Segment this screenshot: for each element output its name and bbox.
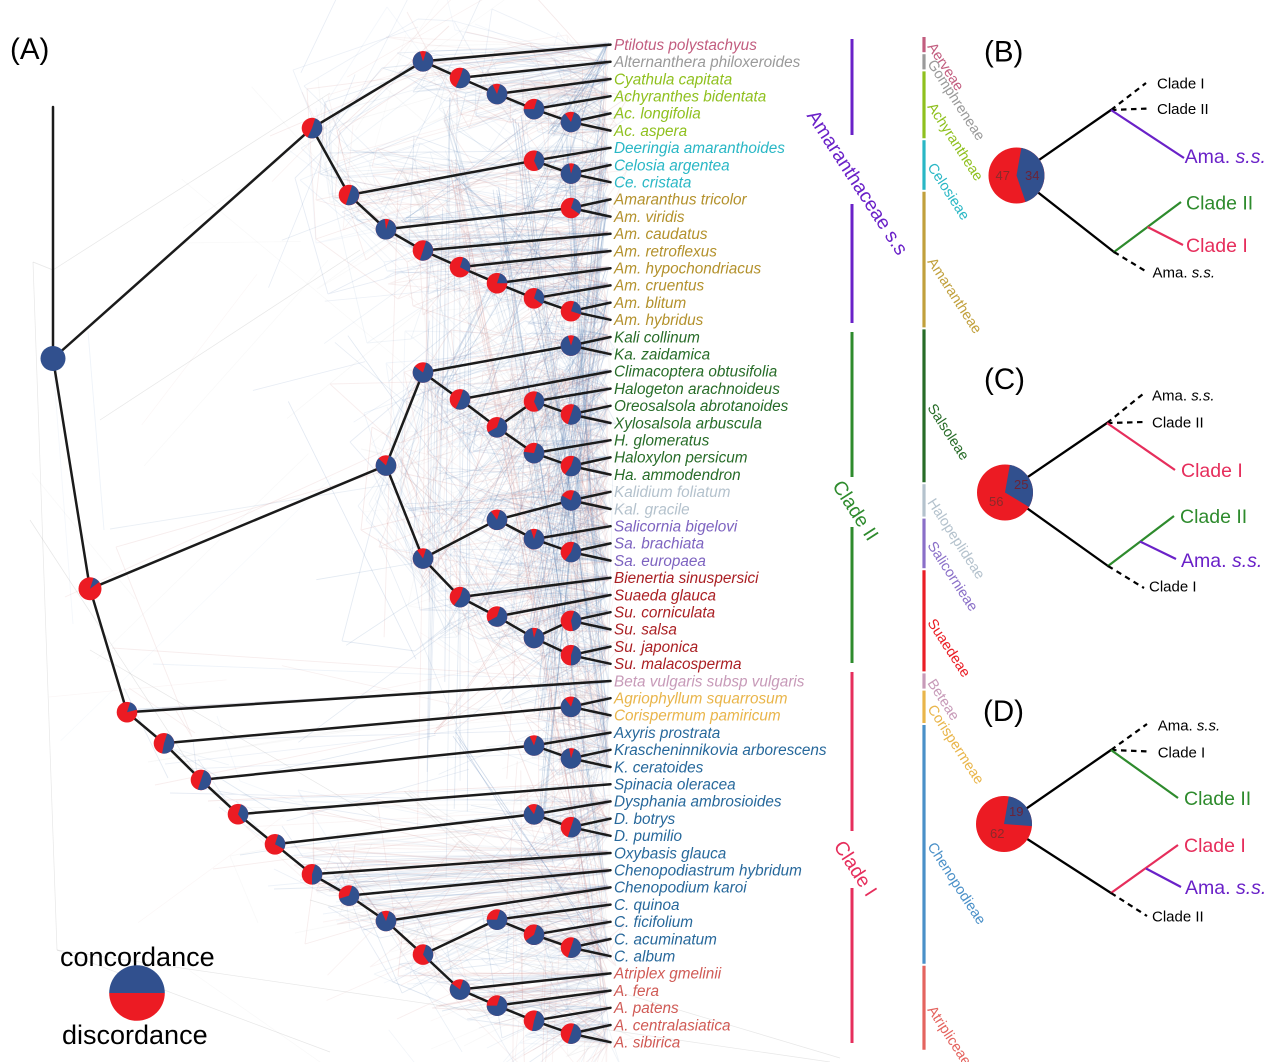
svg-text:Halogeton arachnoideus: Halogeton arachnoideus bbox=[614, 381, 780, 398]
svg-text:Atriplex gmelinii: Atriplex gmelinii bbox=[613, 966, 722, 983]
svg-text:A. fera: A. fera bbox=[613, 983, 659, 1000]
svg-text:25: 25 bbox=[1014, 477, 1028, 492]
svg-text:Am. hypochondriacus: Am. hypochondriacus bbox=[613, 261, 761, 278]
svg-text:Axyris prostrata: Axyris prostrata bbox=[613, 725, 720, 742]
svg-text:Su. malacosperma: Su. malacosperma bbox=[614, 656, 742, 673]
svg-text:C. ficifolium: C. ficifolium bbox=[614, 914, 693, 931]
svg-text:A. centralasiatica: A. centralasiatica bbox=[613, 1017, 730, 1034]
svg-text:Deeringia amaranthoides: Deeringia amaranthoides bbox=[614, 140, 785, 157]
svg-text:Clade I: Clade I bbox=[1157, 76, 1205, 93]
svg-text:Bienertia sinuspersici: Bienertia sinuspersici bbox=[614, 570, 759, 587]
svg-text:Ama. s.s.: Ama. s.s. bbox=[1152, 388, 1215, 405]
svg-text:Clade II: Clade II bbox=[1152, 415, 1204, 432]
svg-text:C. album: C. album bbox=[614, 949, 675, 966]
svg-text:Kalidium foliatum: Kalidium foliatum bbox=[614, 484, 731, 501]
svg-text:D. pumilio: D. pumilio bbox=[614, 828, 682, 845]
svg-text:Clade I: Clade I bbox=[1158, 745, 1206, 762]
svg-text:Ama. s.s.: Ama. s.s. bbox=[1153, 265, 1216, 282]
svg-text:Oreosalsola abrotanoides: Oreosalsola abrotanoides bbox=[614, 398, 789, 415]
svg-text:Salicornia bigelovi: Salicornia bigelovi bbox=[614, 519, 738, 536]
svg-text:Cyathula capitata: Cyathula capitata bbox=[614, 71, 732, 88]
svg-text:Dysphania ambrosioides: Dysphania ambrosioides bbox=[614, 794, 782, 811]
svg-text:Corispermum pamiricum: Corispermum pamiricum bbox=[614, 708, 781, 725]
svg-text:Su. salsa: Su. salsa bbox=[614, 622, 677, 639]
svg-text:Su. corniculata: Su. corniculata bbox=[614, 605, 715, 622]
svg-text:Am. hybridus: Am. hybridus bbox=[613, 312, 704, 329]
svg-text:Alternanthera philoxeroides: Alternanthera philoxeroides bbox=[613, 54, 801, 71]
svg-text:Kali collinum: Kali collinum bbox=[614, 329, 700, 346]
svg-text:Ac. aspera: Ac. aspera bbox=[613, 123, 687, 140]
svg-text:Clade II: Clade II bbox=[1186, 193, 1253, 215]
svg-text:34: 34 bbox=[1025, 168, 1039, 183]
svg-text:Am. retroflexus: Am. retroflexus bbox=[613, 243, 717, 260]
svg-text:Chenopodiastrum hybridum: Chenopodiastrum hybridum bbox=[614, 863, 802, 880]
svg-text:Am. caudatus: Am. caudatus bbox=[613, 226, 708, 243]
svg-text:(C): (C) bbox=[984, 363, 1025, 396]
svg-text:Ptilotus polystachyus: Ptilotus polystachyus bbox=[614, 37, 757, 54]
svg-text:A. patens: A. patens bbox=[613, 1000, 679, 1017]
svg-text:Am. blitum: Am. blitum bbox=[613, 295, 687, 312]
svg-text:Krascheninnikovia arborescens: Krascheninnikovia arborescens bbox=[614, 742, 827, 759]
svg-text:Oxybasis glauca: Oxybasis glauca bbox=[614, 845, 726, 862]
svg-text:Ama. s.s.: Ama. s.s. bbox=[1185, 877, 1266, 899]
svg-text:H. glomeratus: H. glomeratus bbox=[614, 433, 710, 450]
svg-text:Climacoptera obtusifolia: Climacoptera obtusifolia bbox=[614, 364, 777, 381]
svg-text:Achyranthes bidentata: Achyranthes bidentata bbox=[613, 89, 766, 106]
svg-text:D. botrys: D. botrys bbox=[614, 811, 676, 828]
svg-text:Clade I: Clade I bbox=[1184, 835, 1246, 857]
svg-text:Su. japonica: Su. japonica bbox=[614, 639, 698, 656]
svg-text:(A): (A) bbox=[10, 33, 49, 66]
svg-text:Clade II: Clade II bbox=[1157, 101, 1209, 118]
svg-text:Clade I: Clade I bbox=[1181, 460, 1243, 482]
svg-text:Clade II: Clade II bbox=[1184, 788, 1251, 810]
svg-text:Spinacia oleracea: Spinacia oleracea bbox=[614, 777, 736, 794]
svg-text:Clade II: Clade II bbox=[1180, 506, 1247, 528]
svg-text:Ka. zaidamica: Ka. zaidamica bbox=[614, 347, 710, 364]
svg-text:Celosia argentea: Celosia argentea bbox=[614, 157, 730, 174]
svg-text:Am. cruentus: Am. cruentus bbox=[613, 278, 704, 295]
svg-text:Clade I: Clade I bbox=[1149, 579, 1197, 596]
svg-text:C. acuminatum: C. acuminatum bbox=[614, 931, 717, 948]
svg-text:Ac. longifolia: Ac. longifolia bbox=[613, 106, 701, 123]
svg-text:discordance: discordance bbox=[62, 1020, 208, 1050]
svg-text:(B): (B) bbox=[984, 36, 1023, 69]
svg-text:Kal. gracile: Kal. gracile bbox=[614, 501, 690, 518]
svg-text:Sa. brachiata: Sa. brachiata bbox=[614, 536, 704, 553]
svg-text:A. sibirica: A. sibirica bbox=[613, 1035, 680, 1052]
svg-text:Sa. europaea: Sa. europaea bbox=[614, 553, 706, 570]
svg-text:Clade II: Clade II bbox=[1152, 908, 1204, 925]
svg-text:Ha. ammodendron: Ha. ammodendron bbox=[614, 467, 741, 484]
svg-text:C. quinoa: C. quinoa bbox=[614, 897, 679, 914]
svg-text:Chenopodium karoi: Chenopodium karoi bbox=[614, 880, 747, 897]
svg-text:Clade I: Clade I bbox=[1186, 235, 1248, 257]
svg-text:Agriophyllum squarrosum: Agriophyllum squarrosum bbox=[613, 691, 788, 708]
svg-text:Am. viridis: Am. viridis bbox=[613, 209, 685, 226]
svg-text:(D): (D) bbox=[983, 695, 1024, 728]
svg-text:56: 56 bbox=[989, 494, 1003, 509]
svg-text:19: 19 bbox=[1009, 804, 1023, 819]
svg-text:Beta vulgaris subsp vulgaris: Beta vulgaris subsp vulgaris bbox=[614, 673, 805, 690]
svg-text:Ama. s.s.: Ama. s.s. bbox=[1181, 550, 1262, 572]
svg-text:Xylosalsola arbuscula: Xylosalsola arbuscula bbox=[613, 415, 762, 432]
svg-text:47: 47 bbox=[996, 168, 1010, 183]
svg-text:Suaeda glauca: Suaeda glauca bbox=[614, 587, 716, 604]
svg-text:Amaranthus tricolor: Amaranthus tricolor bbox=[613, 192, 748, 209]
svg-text:Ce. cristata: Ce. cristata bbox=[614, 175, 691, 192]
svg-text:Haloxylon persicum: Haloxylon persicum bbox=[614, 450, 748, 467]
svg-text:K. ceratoides: K. ceratoides bbox=[614, 759, 704, 776]
svg-text:62: 62 bbox=[990, 826, 1004, 841]
svg-text:Ama. s.s.: Ama. s.s. bbox=[1158, 718, 1221, 735]
svg-text:Ama. s.s.: Ama. s.s. bbox=[1185, 146, 1266, 168]
